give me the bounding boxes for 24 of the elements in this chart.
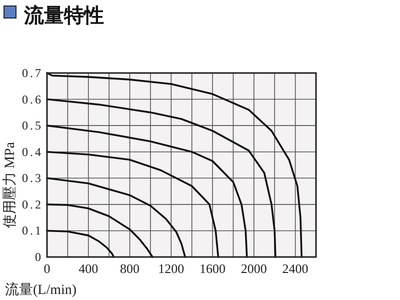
line-series	[46, 98, 276, 258]
y-tick-label: 0.3	[22, 171, 43, 186]
y-tick-label: 0	[35, 250, 43, 264]
y-tick-label: 0.5	[22, 118, 43, 133]
line-series	[46, 177, 186, 258]
line-series	[46, 150, 220, 258]
line-series	[46, 72, 303, 258]
y-axis-title: 使用壓力 MPa	[2, 141, 18, 228]
x-tick-label: 1200	[158, 261, 184, 276]
line-series	[46, 124, 248, 258]
chart-title: 流量特性	[23, 4, 104, 27]
y-tick-label: 0.7	[22, 66, 43, 80]
y-tick-label: 0.1	[22, 224, 43, 238]
x-tick-label: 800	[120, 261, 140, 276]
y-tick-label: 0.4	[22, 144, 43, 159]
y-tick-label: 0.2	[22, 197, 43, 212]
x-tick-label: 2000	[240, 261, 267, 276]
x-axis-title: 流量(L/min)	[5, 282, 77, 298]
x-tick-label: 1600	[200, 261, 226, 276]
line-series	[46, 230, 115, 258]
x-tick-label: 400	[78, 261, 98, 276]
line-series	[46, 204, 154, 258]
x-tick-label: 2400	[282, 261, 308, 276]
y-tick-label: 0.6	[22, 92, 43, 106]
